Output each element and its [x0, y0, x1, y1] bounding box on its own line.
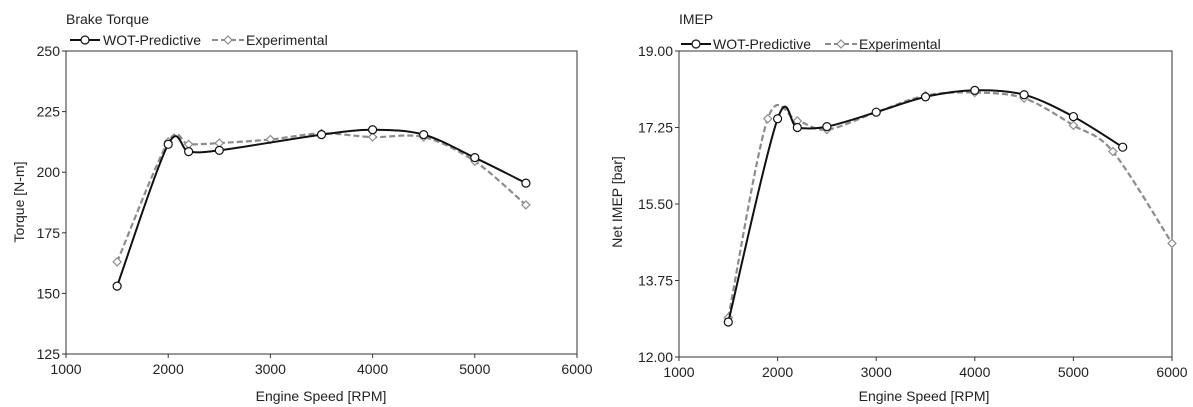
brake-torque-chart: Brake Torque Engine Speed [RPM] Torque [… [11, 11, 593, 404]
predictive-data-point [184, 146, 194, 157]
y-tick-label: 250 [37, 43, 61, 59]
x-tick-label: 5000 [459, 361, 490, 377]
predictive-data-point [723, 317, 733, 327]
predictive-data-point [772, 114, 783, 124]
predictive-data-point [214, 145, 224, 155]
experimental-data-point [112, 257, 122, 267]
chart-title: IMEP [679, 11, 713, 27]
x-tick-label: 3000 [861, 364, 892, 380]
predictive-data-point [112, 281, 122, 291]
predictive-data-point [470, 153, 480, 163]
y-tick-label: 200 [37, 164, 61, 180]
predictive-data-point [419, 130, 429, 140]
legend-marker-experimental [223, 35, 233, 45]
experimental-data-point [1107, 146, 1118, 157]
predictive-data-point [822, 122, 832, 132]
x-tick-labels: 1000 2000 3000 4000 5000 6000 [663, 357, 1188, 380]
legend-label-predictive: WOT-Predictive [713, 36, 811, 52]
experimental-data-point [762, 113, 773, 124]
predictive-data-point [970, 85, 980, 95]
y-tick-labels: 12.00 13.75 15.50 17.25 19.00 [638, 43, 679, 365]
legend-label-experimental: Experimental [859, 36, 941, 52]
experimental-series-line [727, 91, 1173, 318]
imep-chart: IMEP Engine Speed [RPM] Net IMEP [bar] 1… [609, 11, 1188, 404]
legend-marker-predictive [691, 39, 701, 49]
x-tick-label: 2000 [153, 361, 184, 377]
predictive-data-point [1068, 111, 1079, 122]
predictive-data-point [1118, 142, 1128, 152]
predictive-data-point [368, 125, 378, 135]
experimental-data-point [367, 132, 378, 142]
series-layer [723, 85, 1177, 327]
experimental-data-point [521, 200, 531, 210]
y-tick-label: 19.00 [638, 43, 673, 59]
legend: WOT-Predictive Experimental [681, 36, 941, 52]
y-tick-label: 13.75 [638, 273, 673, 289]
legend-marker-predictive [80, 35, 90, 45]
y-tick-label: 15.50 [638, 196, 673, 212]
predictive-series-line [116, 128, 527, 287]
legend-label-experimental: Experimental [246, 32, 328, 48]
predictive-data-point [163, 139, 173, 149]
y-tick-labels: 125 150 175 200 225 250 [37, 43, 66, 362]
predictive-data-point [920, 92, 931, 102]
y-axis-label: Torque [N-m] [11, 162, 27, 243]
x-axis-label: Engine Speed [RPM] [256, 388, 387, 404]
y-tick-label: 225 [37, 104, 61, 120]
experimental-data-point [1167, 238, 1177, 249]
x-tick-label: 4000 [959, 364, 990, 380]
experimental-series-line [116, 132, 527, 263]
predictive-data-point [316, 130, 327, 140]
y-tick-label: 150 [37, 285, 61, 301]
y-tick-label: 12.00 [638, 349, 673, 365]
x-tick-label: 3000 [255, 361, 286, 377]
x-axis-label: Engine Speed [RPM] [859, 388, 990, 404]
x-tick-label: 1000 [50, 361, 81, 377]
series-layer [112, 125, 531, 291]
legend: WOT-Predictive Experimental [70, 32, 328, 48]
y-tick-label: 175 [37, 225, 61, 241]
legend-marker-experimental [836, 39, 846, 49]
x-tick-label: 5000 [1058, 364, 1089, 380]
plot-frame [65, 50, 578, 355]
predictive-series-line [727, 89, 1124, 323]
x-tick-label: 1000 [663, 364, 694, 380]
predictive-data-point [792, 122, 802, 133]
x-tick-label: 4000 [357, 361, 388, 377]
predictive-data-point [521, 178, 531, 188]
y-tick-label: 125 [37, 346, 61, 362]
x-tick-label: 6000 [561, 361, 592, 377]
y-tick-label: 17.25 [638, 120, 673, 136]
predictive-data-point [871, 107, 881, 117]
legend-label-predictive: WOT-Predictive [103, 32, 201, 48]
x-tick-label: 2000 [762, 364, 793, 380]
y-axis-label: Net IMEP [bar] [609, 156, 625, 248]
x-tick-label: 6000 [1156, 364, 1187, 380]
chart-title: Brake Torque [66, 11, 149, 27]
x-tick-labels: 1000 2000 3000 4000 5000 6000 [50, 354, 593, 377]
predictive-data-point [1019, 90, 1029, 100]
experimental-data-point [1068, 120, 1079, 131]
